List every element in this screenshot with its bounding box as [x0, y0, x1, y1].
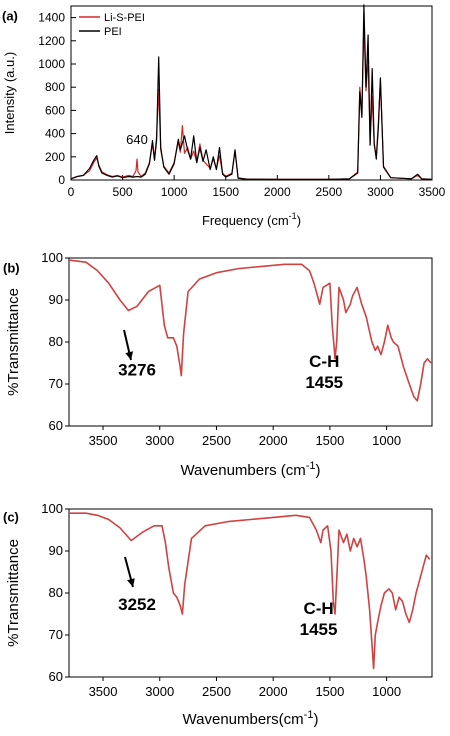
y-tick-label: 600	[45, 103, 65, 117]
x-tick-label: 3000	[145, 433, 174, 448]
x-tick-label: 2000	[264, 185, 291, 199]
annotation-label: 3252	[118, 595, 156, 614]
x-tick-label: 500	[113, 185, 133, 199]
annotation-label: 1455	[305, 373, 343, 392]
y-tick-label: 80	[49, 585, 63, 600]
y-tick-label: 70	[49, 627, 63, 642]
series-line-li-s-pei	[70, 22, 433, 180]
y-tick-label: 90	[49, 543, 63, 558]
panel-a-raman-chart: (a) 0 500 1000 1500 2000 2500 3000 3500 0 200 400 60…	[2, 4, 446, 228]
x-tick-label: 1500	[212, 185, 239, 199]
panel-b-ir-chart: (b) 3500 3000 2500 2000 1500 1000 60 70 80 90 100 Wa…	[3, 250, 433, 479]
series-line-spectrum	[69, 512, 431, 670]
x-tick-label: 2500	[202, 433, 231, 448]
y-tick-label: 80	[49, 334, 63, 349]
annotation-label: 3276	[118, 361, 156, 380]
plot-frame	[68, 257, 433, 427]
x-tick-label: 3000	[145, 684, 174, 699]
arrow-head	[127, 578, 135, 587]
x-axis-label: Frequency (cm-1)	[202, 211, 301, 228]
y-tick-label: 200	[45, 150, 65, 164]
legend-label: Li-S-PEI	[104, 12, 145, 24]
y-tick-label: 800	[45, 80, 65, 94]
panel-letter: (b)	[3, 261, 20, 276]
x-tick-label: 2500	[202, 684, 231, 699]
x-tick-label: 1000	[372, 684, 401, 699]
x-tick-label: 1000	[372, 433, 401, 448]
y-tick-label: 0	[58, 173, 65, 187]
y-tick-label: 1400	[38, 11, 65, 25]
y-tick-label: 400	[45, 127, 65, 141]
annotation-label: 640	[126, 132, 148, 147]
x-tick-label: 3500	[89, 433, 118, 448]
x-axis-label: Wavenumbers(cm-1)	[183, 709, 319, 728]
plot-frame	[68, 508, 433, 678]
y-tick-label: 100	[41, 250, 63, 265]
legend-label: PEI	[104, 26, 122, 38]
x-tick-label: 3500	[419, 185, 446, 199]
x-tick-label: 1500	[315, 433, 344, 448]
y-axis-label: Intensity (a.u.)	[2, 52, 17, 134]
panel-letter: (a)	[2, 9, 18, 24]
y-tick-label: 1200	[38, 34, 65, 48]
y-tick-label: 60	[49, 418, 63, 433]
panel-c-ir-chart: (c) 3500 3000 2500 2000 1500 1000 60 70 80 90 100 Wa…	[3, 501, 433, 728]
arrow-head	[125, 351, 134, 360]
y-tick-label: 70	[49, 376, 63, 391]
x-tick-label: 3500	[89, 684, 118, 699]
x-tick-label: 2500	[316, 185, 343, 199]
y-tick-label: 100	[41, 501, 63, 516]
annotation-label: C-H	[309, 352, 339, 371]
series-line-pei	[70, 4, 433, 180]
series-line-spectrum	[68, 259, 432, 402]
y-tick-label: 1000	[38, 57, 65, 71]
annotation-label: 1455	[300, 620, 338, 639]
panel-letter: (c)	[3, 510, 19, 525]
y-tick-label: 90	[49, 292, 63, 307]
x-tick-label: 2000	[259, 684, 288, 699]
x-tick-label: 0	[68, 185, 75, 199]
y-axis-label: %Transmittance	[5, 539, 22, 647]
x-tick-label: 1500	[315, 684, 344, 699]
x-tick-label: 3000	[367, 185, 394, 199]
x-tick-label: 2000	[259, 433, 288, 448]
plot-frame	[70, 5, 433, 181]
y-tick-label: 60	[49, 669, 63, 684]
y-axis-label: %Transmittance	[5, 288, 22, 396]
x-tick-label: 1000	[161, 185, 188, 199]
annotation-label: C-H	[303, 599, 333, 618]
x-axis-label: Wavenumbers (cm-1)	[180, 460, 320, 479]
